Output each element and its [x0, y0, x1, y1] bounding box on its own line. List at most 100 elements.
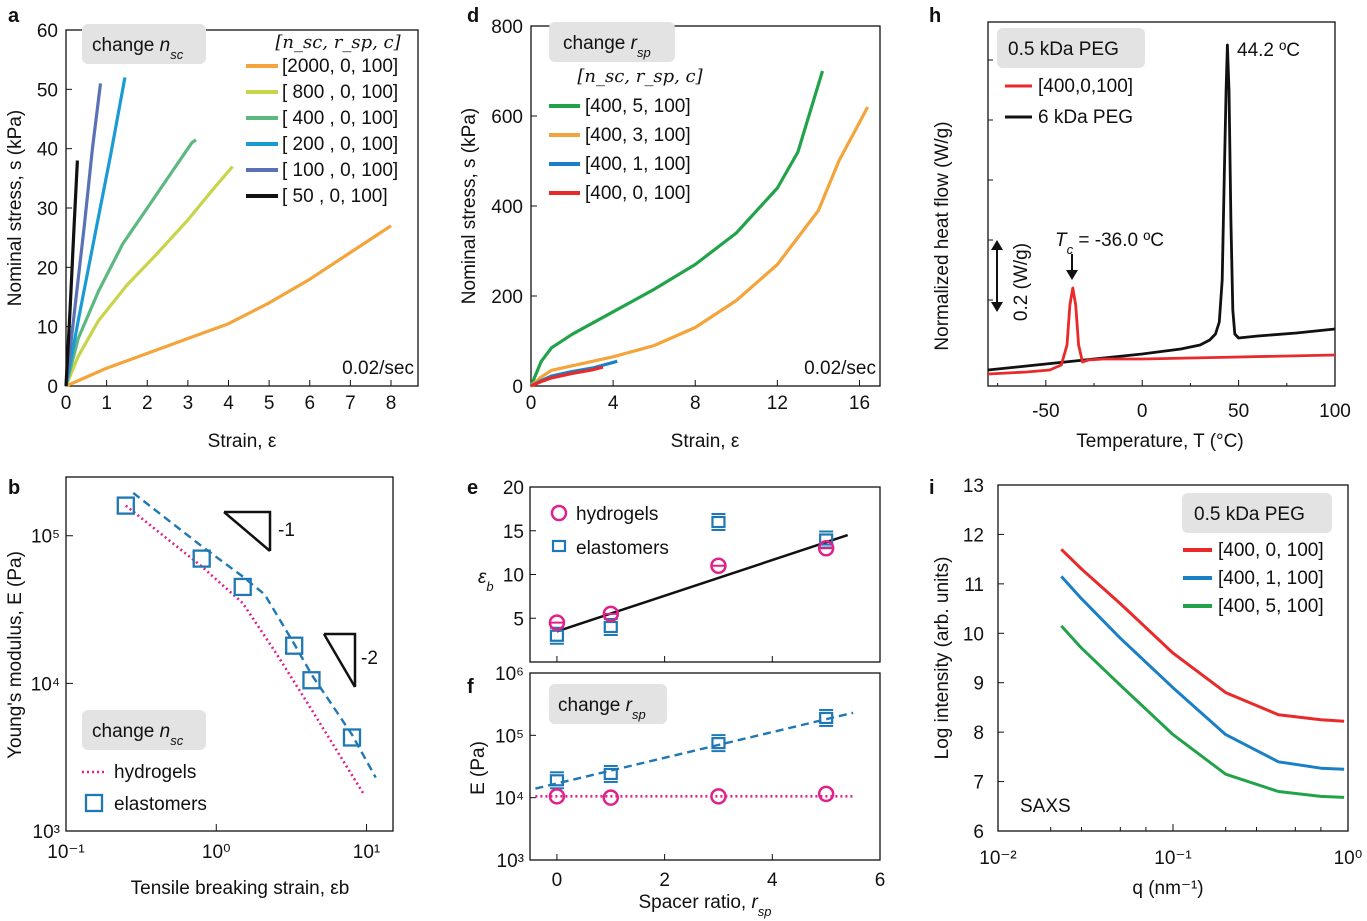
- hydrogel-marker: [817, 540, 835, 557]
- legend-header: [n_sc, r_sp, c]: [577, 66, 703, 87]
- y-tick-label: 10⁵: [495, 726, 524, 747]
- y-tick-label: 7: [973, 773, 984, 794]
- elastomer-marker: [819, 533, 834, 546]
- y-tick-label: 10⁶: [495, 664, 524, 685]
- y-axis-label: Normalized heat flow (W/g): [932, 121, 953, 350]
- x-axis-label: Spacer ratio, rsp: [638, 892, 771, 919]
- saxs-label: SAXS: [1020, 796, 1071, 817]
- series-line: [64, 165, 234, 387]
- peak-label: 44.2 ºC: [1237, 40, 1300, 61]
- series-line: [529, 106, 870, 388]
- hydrogel-marker: [710, 788, 727, 805]
- y-tick-label: 30: [37, 199, 58, 220]
- x-tick-label: 8: [690, 393, 701, 414]
- series-line: [64, 160, 79, 387]
- legend-item: [400, 1, 100]: [1218, 568, 1324, 589]
- elastomer-marker: [603, 767, 618, 781]
- elastomer-square: [192, 549, 211, 568]
- box-label-bg: [82, 24, 206, 64]
- elastomer-marker: [711, 515, 726, 529]
- series-line-400: [987, 286, 1336, 376]
- series-line: [529, 70, 825, 387]
- y-tick-label: 10: [37, 318, 58, 339]
- x-axis-label: Strain, ε: [208, 431, 277, 452]
- series-line: [64, 138, 197, 387]
- x-tick-label: 4: [223, 393, 234, 414]
- elastomer-square: [116, 496, 135, 515]
- x-tick-label: 0: [552, 870, 563, 891]
- fit-line: [556, 533, 849, 633]
- y-axis-label: εb: [478, 567, 494, 594]
- elastomer-fit: [535, 711, 854, 790]
- x-tick-label: 1: [101, 393, 112, 414]
- x-axis-label: Strain, ε: [671, 431, 740, 452]
- series-line-6kDa: [987, 43, 1336, 372]
- panel-letter-e: e: [467, 477, 478, 499]
- legend-swatch: [550, 504, 568, 522]
- legend-item: elastomers: [114, 794, 207, 815]
- plot-frame: [529, 672, 881, 861]
- panel-b: b 10⁻¹ 10⁰ 10¹ 10³ 10⁴ 10⁵ Tensile breaking str…: [5, 476, 394, 899]
- box-label: change nsc: [92, 721, 184, 748]
- panel-h: h -50 0 50 100 Temperature, T (°C) Normalized …: [929, 5, 1351, 452]
- legend-item: [400, 0, 100]: [1218, 540, 1324, 561]
- x-tick-label: 100: [1319, 401, 1351, 422]
- x-tick-label: 0: [61, 393, 72, 414]
- panel-f: f 0 2 4 6 10³ 10⁴ 10⁵ 10⁶ Spacer ratio, rsp E (Pa)…: [467, 664, 885, 919]
- y-tick-label: 10⁴: [31, 674, 60, 695]
- legend-item: hydrogels: [576, 504, 658, 525]
- legend-item: 6 kDa PEG: [1038, 107, 1133, 128]
- hydrogel-marker: [710, 557, 727, 574]
- y-tick-label: 40: [37, 140, 58, 161]
- panel-d: d 0 4 8 12 16 0 200 400 600 800 Strain, ε Nominal st…: [459, 5, 881, 452]
- scale-arrow-up: [991, 240, 1003, 250]
- legend-item: [ 800 , 0, 100]: [282, 82, 398, 103]
- legend-item: hydrogels: [114, 762, 196, 783]
- plot-frame: [997, 484, 1349, 832]
- box-label-bg: [549, 22, 675, 62]
- slope-triangle-1: [224, 510, 272, 551]
- panel-letter-b: b: [8, 477, 20, 499]
- x-tick-label: -50: [1032, 401, 1059, 422]
- x-tick-label: 10¹: [353, 842, 380, 863]
- y-tick-label: 8: [973, 723, 984, 744]
- x-tick-label: 5: [264, 393, 275, 414]
- elastomer-square: [302, 671, 321, 690]
- x-tick-label: 10⁻²: [979, 848, 1017, 869]
- box-label-bg: [997, 28, 1145, 68]
- x-tick-label: 16: [849, 393, 870, 414]
- y-tick-label: 10³: [497, 851, 524, 872]
- legend-item: elastomers: [576, 538, 669, 559]
- rate-annotation: 0.02/sec: [804, 358, 876, 379]
- slope-triangle-2: [324, 632, 357, 687]
- x-tick-label: 7: [345, 393, 356, 414]
- x-axis-label: q (nm⁻¹): [1132, 878, 1203, 899]
- panel-a: a 0 1 2 3 4 5 6 7 8 0 10 20 30 40 50 60 Strain, ε Nominal …: [5, 5, 419, 452]
- plot-frame: [987, 21, 1336, 387]
- slope-triangle-1-hyp: [223, 511, 271, 552]
- x-axis-label: Temperature, T (°C): [1076, 431, 1243, 452]
- series-line: [1060, 548, 1345, 723]
- panel-letter-a: a: [8, 5, 20, 27]
- box-label: 0.5 kDa PEG: [1008, 39, 1119, 60]
- y-tick-label: 9: [973, 674, 984, 695]
- box-label-bg: [1182, 493, 1332, 533]
- y-tick-label: 400: [491, 197, 523, 218]
- box-label: 0.5 kDa PEG: [1194, 504, 1305, 525]
- slope-label-2: -2: [361, 648, 378, 669]
- panel-letter-d: d: [467, 5, 479, 27]
- x-tick-label: 2: [142, 393, 153, 414]
- y-tick-label: 5: [513, 609, 524, 630]
- y-axis-label: Nominal stress, s (kPa): [5, 110, 26, 306]
- legend-item: [2000, 0, 100]: [282, 56, 398, 77]
- legend-swatch: [551, 539, 567, 553]
- elastomer-marker: [819, 711, 834, 725]
- y-tick-label: 13: [963, 476, 984, 497]
- elastomer-square: [285, 636, 304, 655]
- legend-item: [400, 3, 100]: [585, 125, 691, 146]
- elastomer-marker: [603, 620, 618, 634]
- y-tick-label: 6: [973, 822, 984, 843]
- box-label: change nsc: [92, 35, 184, 62]
- hydrogel-marker: [548, 614, 566, 631]
- y-axis-label: Nominal stress, s (kPa): [459, 108, 480, 304]
